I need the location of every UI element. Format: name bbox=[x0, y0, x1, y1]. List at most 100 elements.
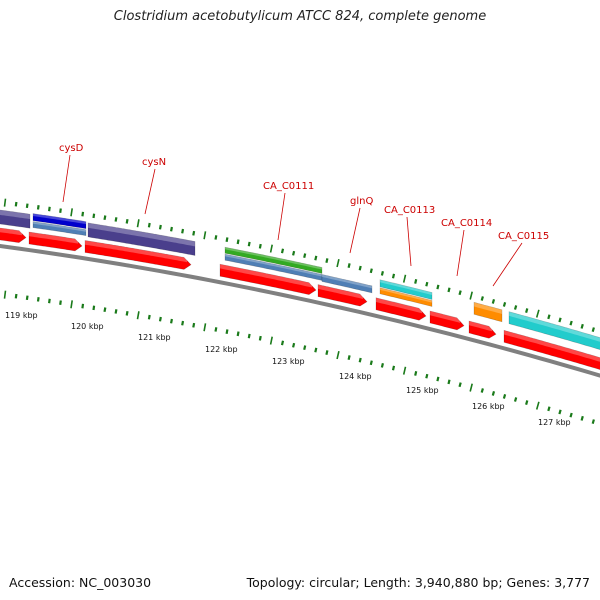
inner-tick-16 bbox=[181, 320, 185, 326]
outer-tick-49 bbox=[547, 314, 551, 320]
outer-tick-30 bbox=[336, 259, 340, 268]
leader-cysD bbox=[62, 154, 71, 203]
inner-tick-40 bbox=[447, 379, 451, 385]
leader-glnQ bbox=[349, 207, 361, 254]
inner-tick-25 bbox=[280, 340, 285, 346]
inner-tick-33 bbox=[369, 360, 373, 366]
inner-tick-39 bbox=[436, 376, 440, 382]
inner-tick-5 bbox=[59, 300, 62, 305]
inner-tick-41 bbox=[458, 382, 462, 388]
accession-text: Accession: NC_003030 bbox=[9, 575, 152, 590]
inner-tick-19 bbox=[214, 327, 218, 332]
kbp-label-120: 120 kbp bbox=[71, 322, 104, 331]
feature-cysD-blue-highlight bbox=[33, 213, 86, 225]
leader-CA_C0115 bbox=[492, 242, 523, 287]
gene-label-cysD: cysD bbox=[59, 143, 84, 154]
outer-tick-3 bbox=[36, 205, 40, 210]
inner-tick-31 bbox=[347, 355, 351, 360]
outer-tick-2 bbox=[25, 203, 29, 209]
cds-arrow-4-highlight bbox=[318, 284, 363, 299]
kbp-label-124: 124 kbp bbox=[339, 372, 372, 381]
outer-tick-14 bbox=[158, 224, 162, 230]
outer-tick-29 bbox=[325, 258, 329, 263]
inner-tick-9 bbox=[103, 307, 107, 313]
inner-tick-27 bbox=[303, 345, 307, 351]
kbp-label-122: 122 kbp bbox=[205, 345, 238, 354]
kbp-label-123: 123 kbp bbox=[272, 357, 305, 366]
scale-ticks bbox=[3, 198, 595, 425]
feature-glnQ-highlight bbox=[322, 274, 372, 289]
kbp-label-127: 127 kbp bbox=[538, 418, 571, 427]
feature-CA_C0115-cyan-highlight bbox=[509, 311, 600, 342]
cds-arrow-4 bbox=[317, 284, 368, 307]
cds-arrow-2-highlight bbox=[85, 240, 187, 263]
outer-tick-51 bbox=[569, 320, 573, 326]
feature-cysN bbox=[87, 222, 196, 256]
map-title: Clostridium acetobutylicum ATCC 824, com… bbox=[113, 9, 487, 24]
inner-tick-12 bbox=[136, 311, 140, 320]
inner-tick-22 bbox=[247, 333, 251, 339]
inner-tick-46 bbox=[513, 397, 518, 402]
inner-tick-37 bbox=[414, 371, 418, 376]
feature-purple-left bbox=[0, 209, 31, 229]
inner-tick-50 bbox=[558, 409, 562, 415]
feature-purple-left-highlight bbox=[0, 210, 30, 220]
feature-cysD-blue bbox=[32, 213, 87, 229]
cds-arrow-1-highlight bbox=[29, 232, 78, 244]
outer-tick-48 bbox=[535, 309, 540, 318]
outer-tick-10 bbox=[114, 217, 118, 222]
inner-tick-53 bbox=[591, 419, 595, 425]
feature-CA_C0113-cyan-highlight bbox=[380, 279, 432, 295]
cds-arrow-2 bbox=[84, 240, 192, 270]
feature-cysD-steel-highlight bbox=[33, 221, 86, 232]
inner-tick-4 bbox=[48, 298, 51, 304]
cds-arrow-5-highlight bbox=[376, 297, 422, 314]
feature-CA_C0111-green bbox=[224, 246, 323, 274]
feature-cysN-highlight bbox=[88, 222, 195, 247]
inner-tick-51 bbox=[569, 412, 573, 418]
outer-tick-6 bbox=[70, 208, 73, 217]
outer-tick-39 bbox=[436, 284, 440, 290]
genome-stats-text: Topology: circular; Length: 3,940,880 bp… bbox=[246, 575, 590, 590]
feature-CA_C0114-orange-highlight bbox=[474, 302, 502, 314]
outer-tick-53 bbox=[591, 327, 595, 333]
outer-tick-52 bbox=[580, 323, 584, 329]
cds-arrow-6 bbox=[429, 310, 465, 331]
cds-arrow-7-highlight bbox=[469, 321, 492, 332]
outer-tick-40 bbox=[447, 287, 451, 293]
outer-tick-1 bbox=[14, 201, 18, 207]
cds-arrow-0 bbox=[0, 227, 27, 243]
inner-tick-11 bbox=[125, 310, 129, 316]
cds-arrow-7 bbox=[468, 320, 497, 339]
inner-tick-17 bbox=[192, 322, 196, 328]
cds-arrow-1 bbox=[28, 231, 83, 252]
inner-tick-42 bbox=[469, 383, 473, 392]
inner-tick-0 bbox=[3, 290, 7, 299]
outer-tick-9 bbox=[103, 215, 107, 221]
inner-tick-13 bbox=[147, 314, 151, 320]
inner-tick-7 bbox=[81, 303, 85, 309]
inner-tick-36 bbox=[402, 366, 407, 375]
inner-tick-6 bbox=[70, 300, 73, 309]
outer-tick-38 bbox=[425, 281, 429, 287]
kbp-label-125: 125 kbp bbox=[406, 386, 439, 395]
gene-label-CA_C0111: CA_C0111 bbox=[263, 181, 314, 192]
label-leaders bbox=[62, 154, 523, 287]
outer-tick-24 bbox=[269, 244, 273, 253]
outer-tick-47 bbox=[525, 308, 529, 313]
cds-arrow-3 bbox=[219, 263, 317, 295]
inner-tick-28 bbox=[314, 347, 318, 353]
outer-tick-43 bbox=[480, 296, 484, 301]
inner-tick-21 bbox=[236, 331, 240, 337]
cds-arrow-5 bbox=[375, 297, 427, 321]
cds-arrow-8 bbox=[503, 329, 600, 370]
outer-tick-35 bbox=[391, 273, 396, 279]
outer-tick-28 bbox=[314, 255, 318, 261]
feature-CA_C0114-orange bbox=[473, 301, 503, 323]
outer-tick-21 bbox=[236, 239, 240, 245]
inner-tick-45 bbox=[502, 394, 507, 399]
outer-tick-50 bbox=[558, 317, 562, 323]
outer-tick-11 bbox=[125, 218, 129, 224]
feature-CA_C0111-green-highlight bbox=[225, 247, 322, 270]
